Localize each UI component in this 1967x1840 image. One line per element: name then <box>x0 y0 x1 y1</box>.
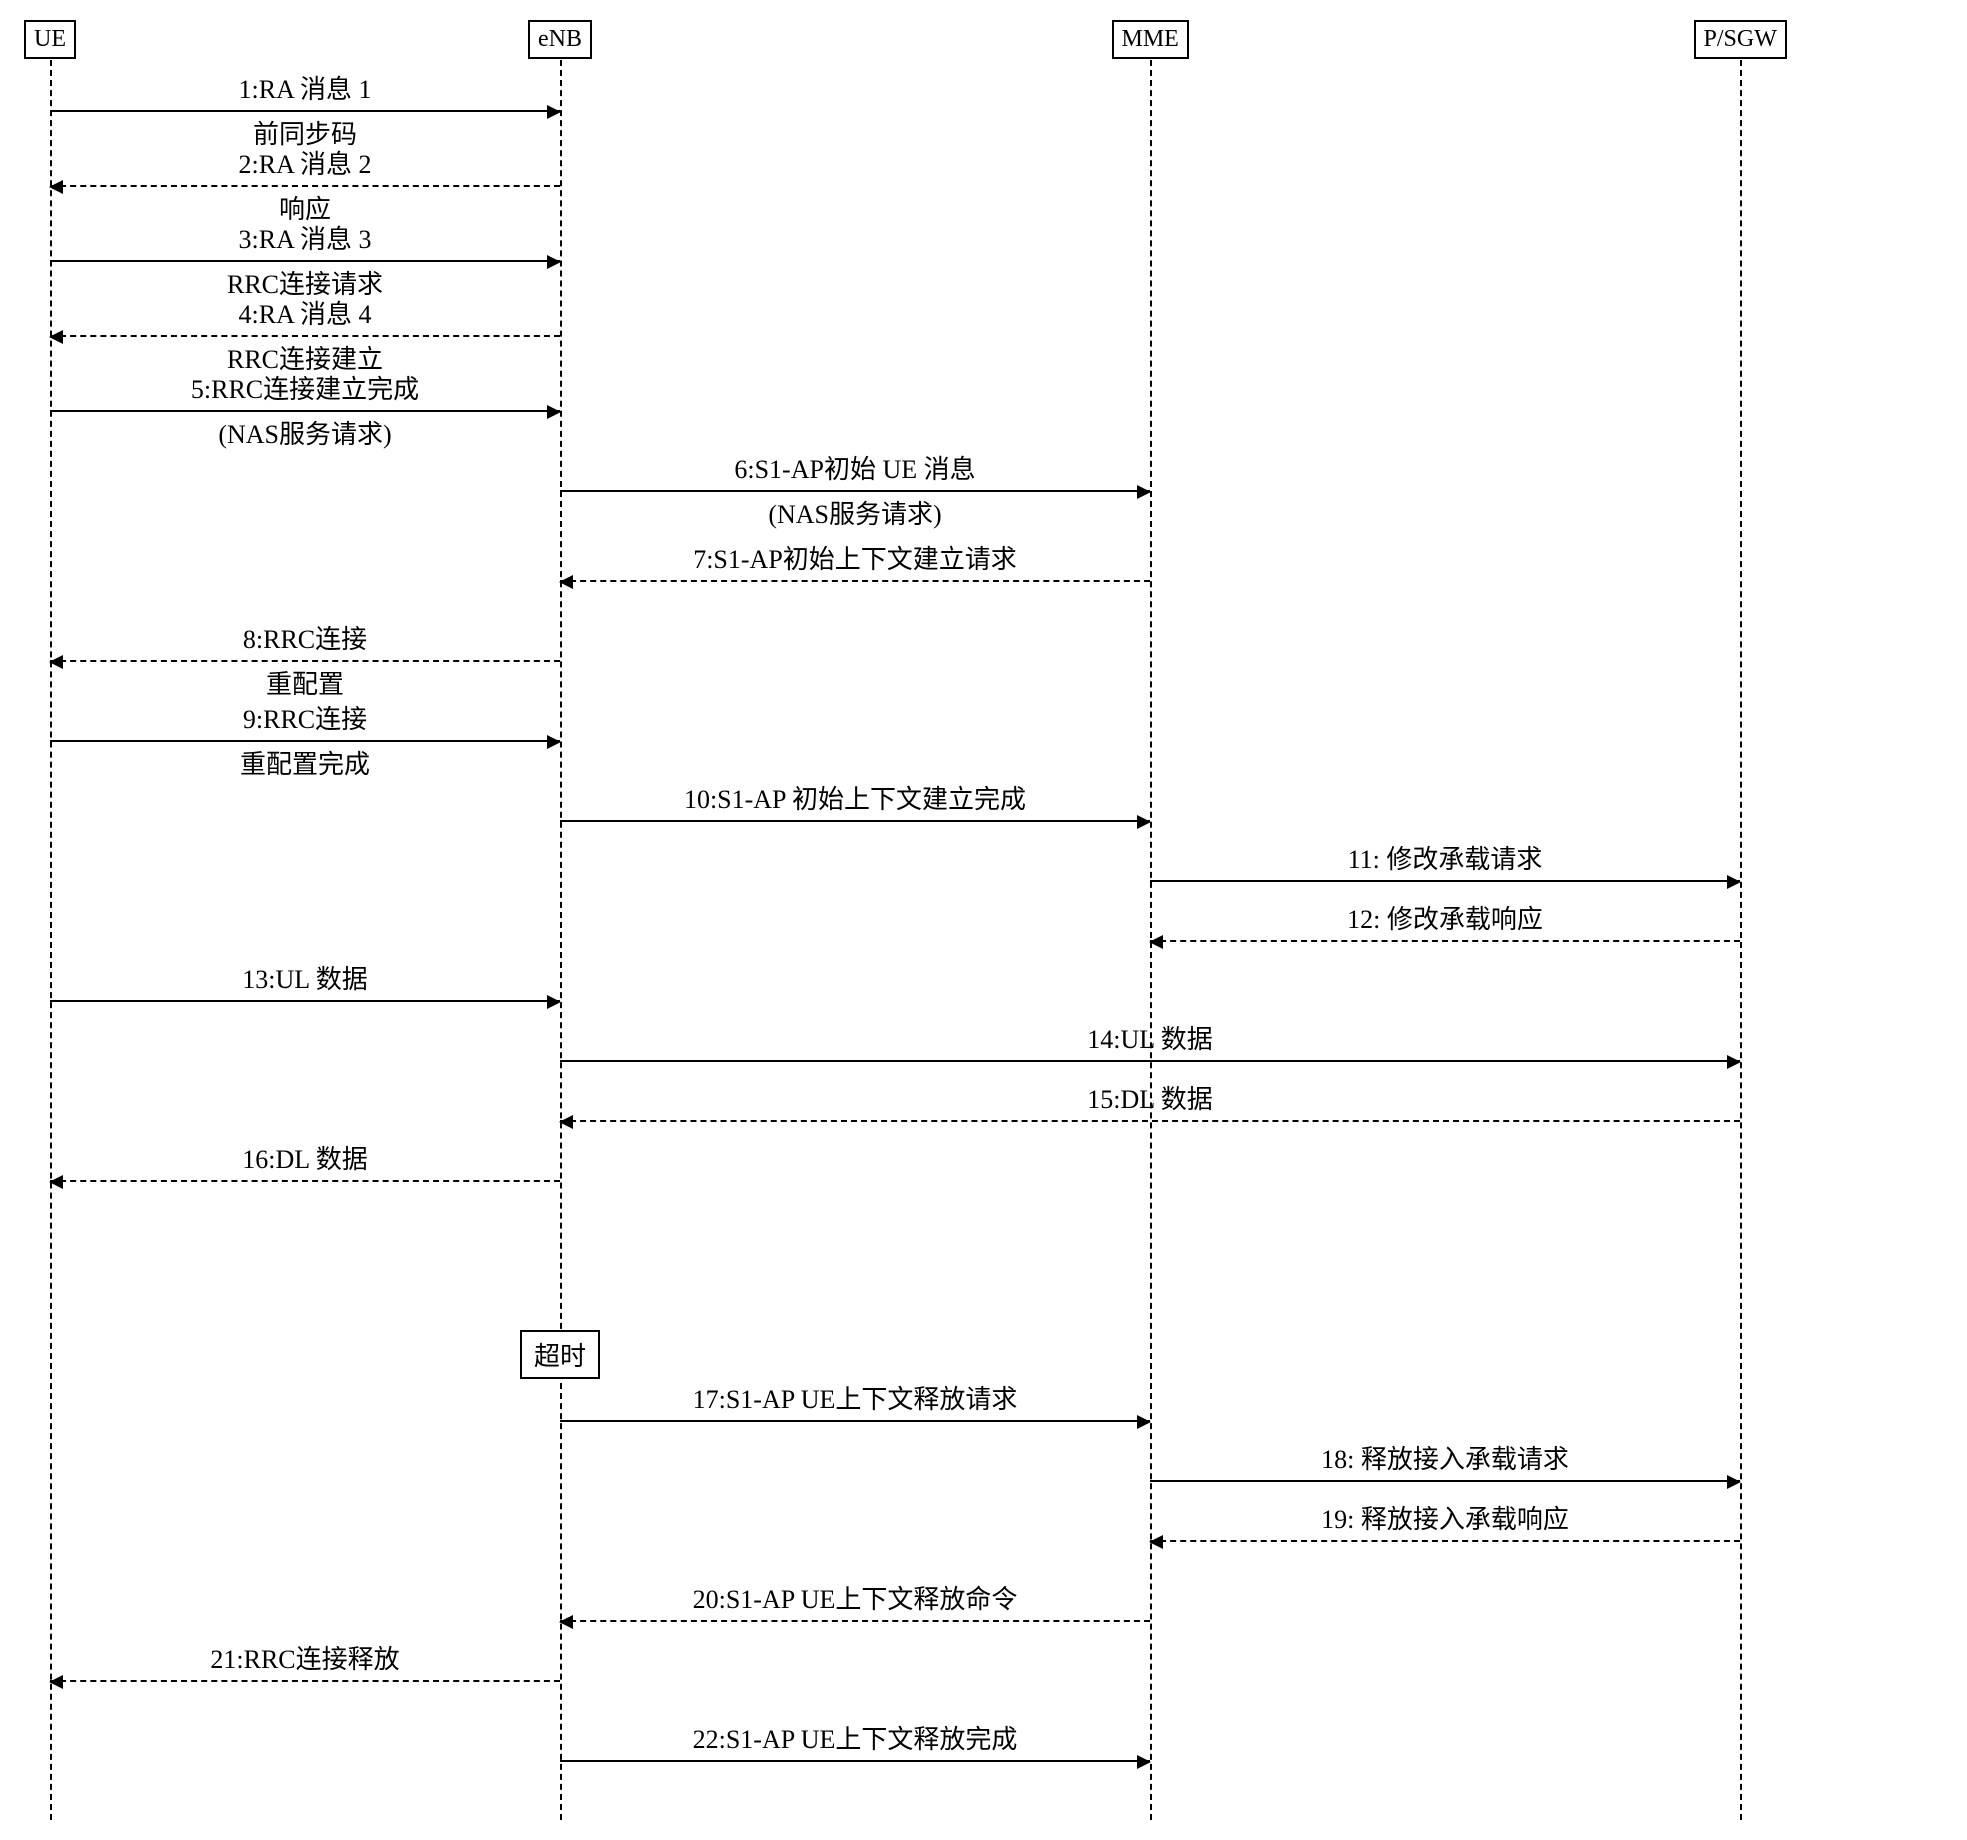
arrowhead-icon <box>1727 1055 1741 1069</box>
actor-ue: UE <box>24 20 76 59</box>
arrowhead-icon <box>1149 1535 1163 1549</box>
message-label-above: 21:RRC连接释放 <box>50 1639 560 1676</box>
message-label-above: 16:DL 数据 <box>50 1139 560 1176</box>
message-label-above: 4:RA 消息 4 <box>50 294 560 331</box>
message-line <box>560 580 1150 582</box>
message-label-below: 重配置完成 <box>50 744 560 781</box>
message-line <box>560 490 1150 492</box>
arrowhead-icon <box>559 575 573 589</box>
message-line <box>50 110 560 112</box>
message-label-above: 2:RA 消息 2 <box>50 144 560 181</box>
sequence-diagram: UEeNBMMEP/SGW超时1:RA 消息 1前同步码2:RA 消息 2响应3… <box>20 20 1947 1820</box>
timeout-note: 超时 <box>520 1330 600 1379</box>
message-line <box>50 660 560 662</box>
message-line <box>1150 880 1740 882</box>
message-line <box>560 1620 1150 1622</box>
message-label-above: 15:DL 数据 <box>560 1079 1740 1116</box>
message-line <box>1150 1540 1740 1542</box>
message-label-below: 重配置 <box>50 664 560 701</box>
message-line <box>50 410 560 412</box>
arrowhead-icon <box>547 995 561 1009</box>
message-label-above: 14:UL 数据 <box>560 1019 1740 1056</box>
actor-mme: MME <box>1112 20 1189 59</box>
message-line <box>560 1060 1740 1062</box>
message-label-above: 3:RA 消息 3 <box>50 219 560 256</box>
message-line <box>560 1120 1740 1122</box>
arrowhead-icon <box>559 1615 573 1629</box>
arrowhead-icon <box>1137 815 1151 829</box>
message-line <box>50 335 560 337</box>
message-label-above: 19: 释放接入承载响应 <box>1150 1499 1740 1536</box>
arrowhead-icon <box>1137 1755 1151 1769</box>
message-line <box>50 1180 560 1182</box>
lifeline-psgw <box>1740 60 1742 1820</box>
message-line <box>50 185 560 187</box>
message-label-above: 7:S1-AP初始上下文建立请求 <box>560 539 1150 576</box>
message-label-below: (NAS服务请求) <box>50 414 560 451</box>
message-line <box>1150 940 1740 942</box>
arrowhead-icon <box>49 1175 63 1189</box>
message-line <box>50 260 560 262</box>
arrowhead-icon <box>559 1115 573 1129</box>
message-line <box>1150 1480 1740 1482</box>
message-line <box>560 820 1150 822</box>
arrowhead-icon <box>1137 1415 1151 1429</box>
message-line <box>560 1420 1150 1422</box>
message-label-above: 5:RRC连接建立完成 <box>50 369 560 406</box>
arrowhead-icon <box>49 1675 63 1689</box>
message-line <box>560 1760 1150 1762</box>
message-line <box>50 1680 560 1682</box>
actor-enb: eNB <box>528 20 592 59</box>
message-label-above: 10:S1-AP 初始上下文建立完成 <box>560 779 1150 816</box>
message-line <box>50 740 560 742</box>
message-line <box>50 1000 560 1002</box>
message-label-above: 13:UL 数据 <box>50 959 560 996</box>
lifeline-enb <box>560 60 562 1820</box>
message-label-above: 12: 修改承载响应 <box>1150 899 1740 936</box>
message-label-below: (NAS服务请求) <box>560 494 1150 531</box>
message-label-above: 18: 释放接入承载请求 <box>1150 1439 1740 1476</box>
arrowhead-icon <box>1149 935 1163 949</box>
arrowhead-icon <box>1727 1475 1741 1489</box>
message-label-above: 8:RRC连接 <box>50 619 560 656</box>
actor-psgw: P/SGW <box>1694 20 1787 59</box>
message-label-above: 9:RRC连接 <box>50 699 560 736</box>
message-label-above: 17:S1-AP UE上下文释放请求 <box>560 1379 1150 1416</box>
arrowhead-icon <box>1727 875 1741 889</box>
message-label-above: 20:S1-AP UE上下文释放命令 <box>560 1579 1150 1616</box>
message-label-above: 11: 修改承载请求 <box>1150 839 1740 876</box>
message-label-above: 1:RA 消息 1 <box>50 69 560 106</box>
message-label-above: 6:S1-AP初始 UE 消息 <box>560 449 1150 486</box>
message-label-above: 22:S1-AP UE上下文释放完成 <box>560 1719 1150 1756</box>
